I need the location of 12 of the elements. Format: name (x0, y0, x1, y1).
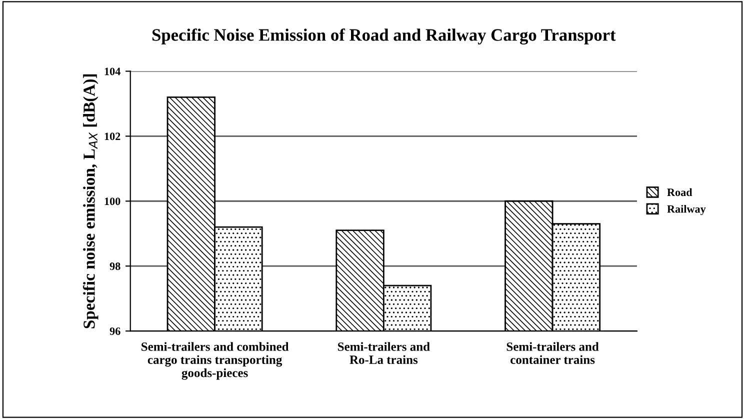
y-tick-label: 96 (110, 328, 120, 335)
x-tick-label: Semi-trailers and Ro-La trains (338, 342, 430, 364)
y-tick-label: 104 (104, 68, 120, 76)
chart-title: Specific Noise Emission of Road and Railway Cargo Transport (152, 28, 616, 45)
y-tick-label: 100 (104, 198, 120, 206)
legend-label: Road (667, 188, 692, 196)
y-axis-title: Specific noise emission, L$_{AX}$ [dB(A)] (82, 74, 98, 328)
x-tick-label: Semi-trailers and container trains (506, 342, 599, 364)
legend-label: Railway (667, 204, 706, 216)
x-tick-label: Semi-trailers and combined cargo trains transporting goods-pieces (142, 342, 289, 380)
y-tick-label: 98 (110, 262, 120, 270)
y-tick-label: 102 (104, 132, 120, 140)
